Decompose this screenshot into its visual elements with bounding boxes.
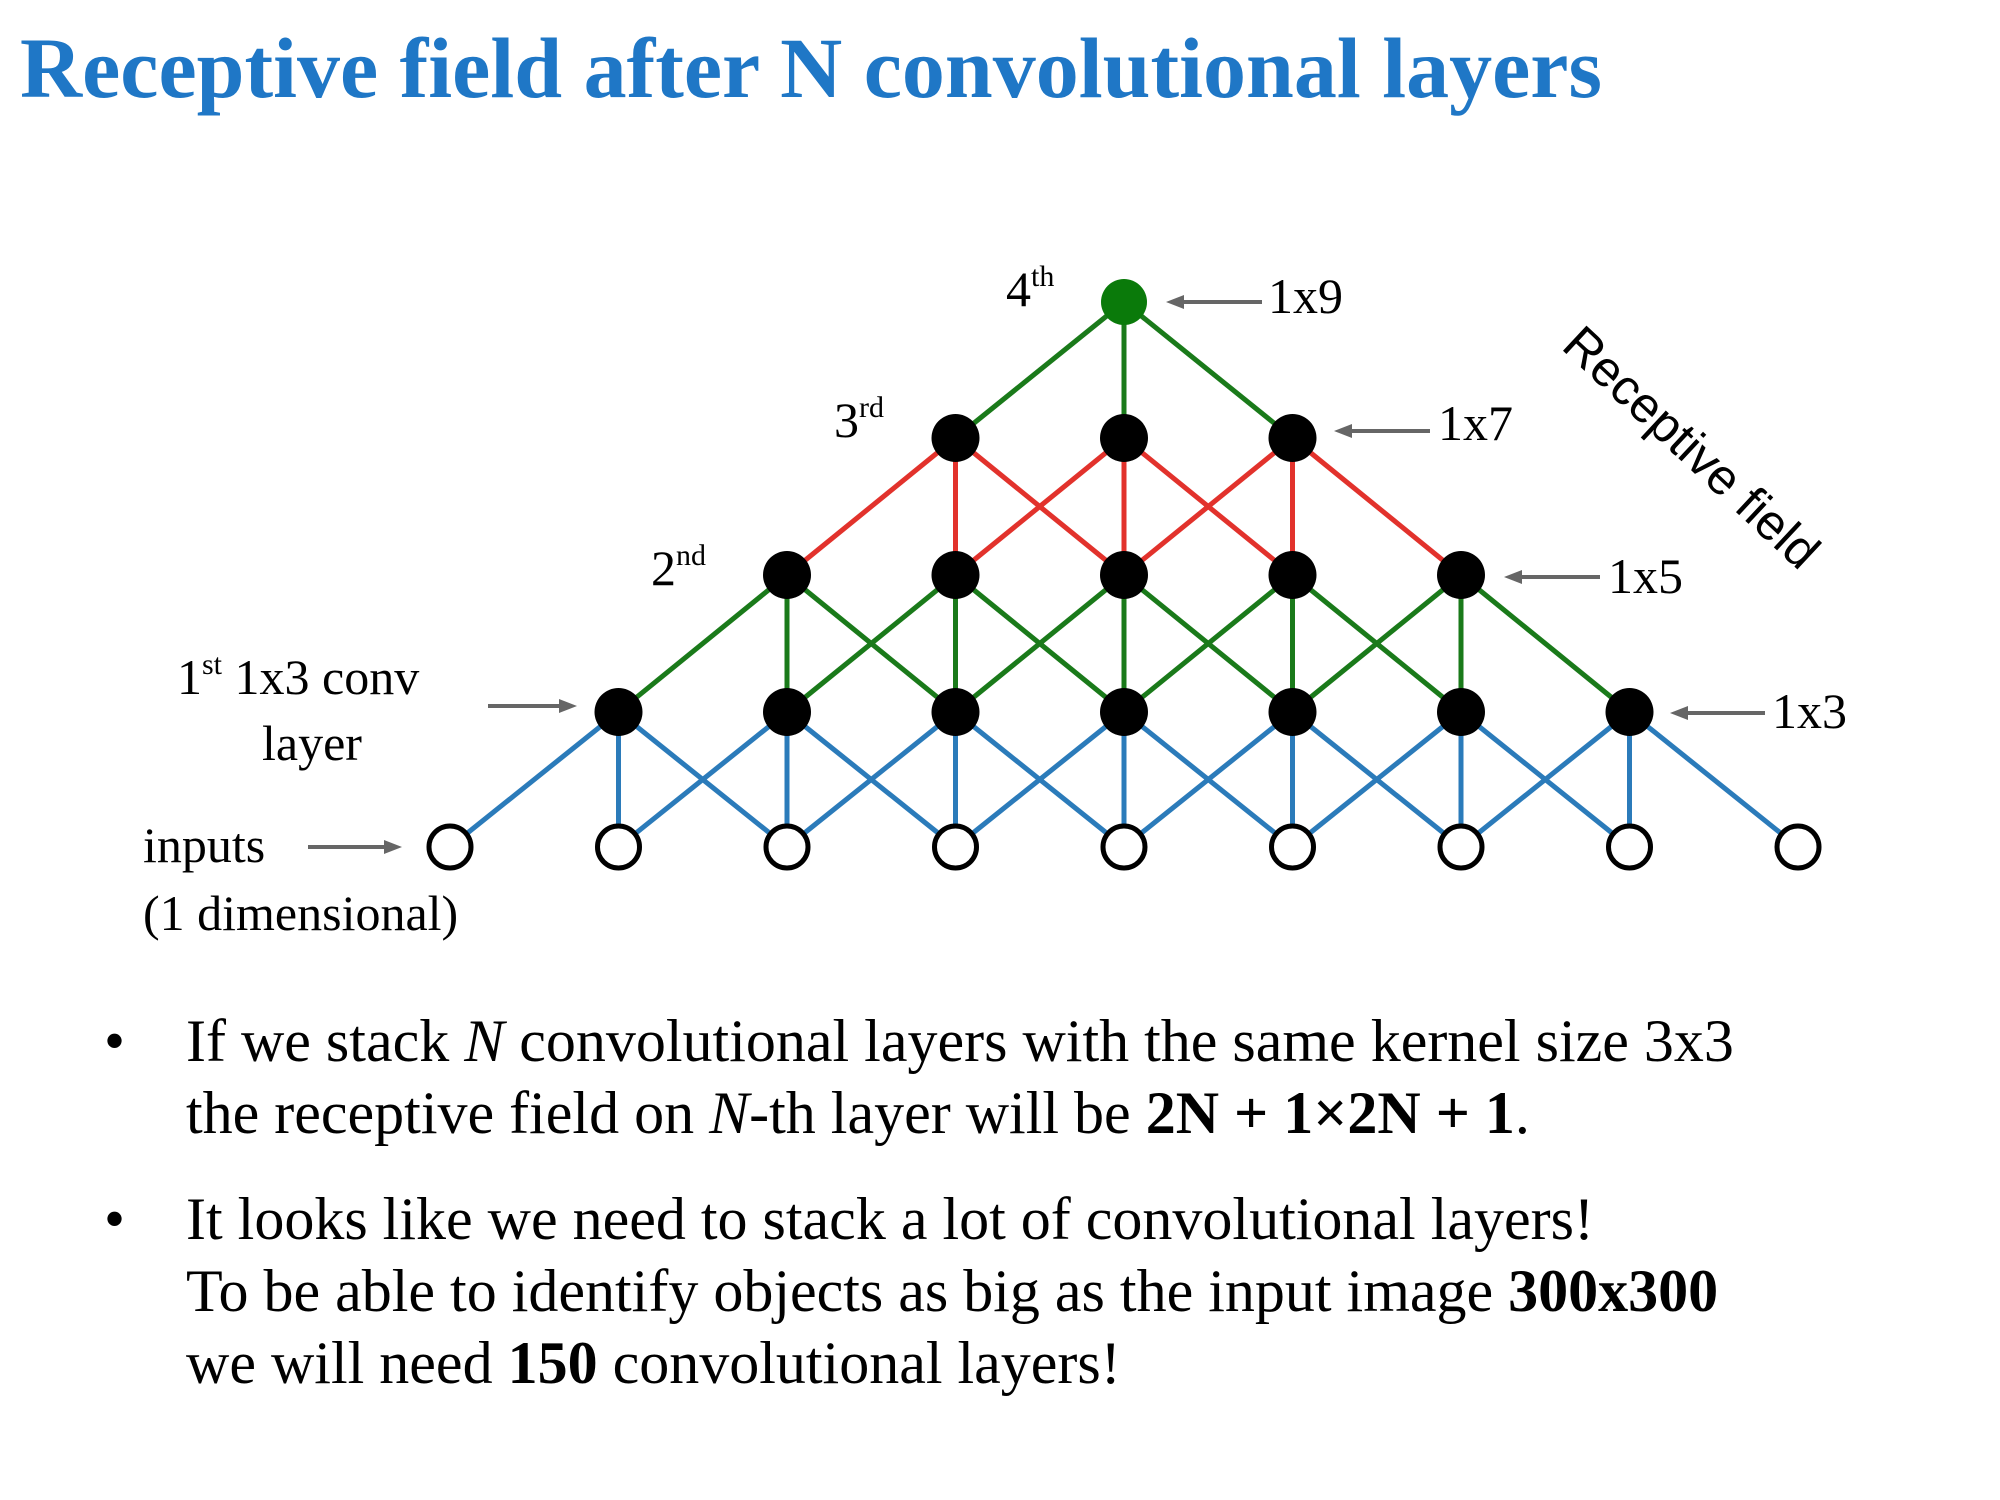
edge-layer2 — [953, 573, 1126, 714]
input-node — [1606, 823, 1653, 871]
edge-layer1 — [448, 710, 621, 849]
bullet-item: It looks like we need to stack a lot of … — [100, 1183, 1980, 1399]
input-node — [1269, 823, 1316, 871]
edge-layer2 — [616, 573, 789, 714]
layer2-node — [1268, 551, 1317, 599]
bullet-line: To be able to identify objects as big as… — [186, 1258, 1719, 1324]
size-arrow-1x5-head — [1504, 570, 1522, 584]
input-node — [426, 823, 474, 871]
inputs-arrow-head — [384, 840, 402, 854]
bullet-list: If we stack N convolutional layers with … — [100, 1005, 1980, 1433]
size-label-1x5: 1x5 — [1608, 548, 1683, 604]
edge-layer1 — [953, 710, 1126, 849]
receptive-field-formula: 2N + 1×2N + 1 — [1145, 1080, 1515, 1146]
bullet-line: we will need 150 convolutional layers! — [186, 1330, 1121, 1396]
layer2-node — [1437, 551, 1485, 599]
layer3-node — [1268, 414, 1317, 462]
layer4-label: 4th — [1006, 260, 1054, 317]
edge-layer3 — [1122, 436, 1295, 577]
layer1-node — [1268, 688, 1317, 736]
layer3-label: 3rd — [834, 391, 884, 448]
edge-layer1 — [1627, 710, 1800, 849]
bullet-item: If we stack N convolutional layers with … — [100, 1005, 1980, 1149]
edge-layer1 — [1459, 710, 1632, 849]
size-arrow-1x3-head — [1670, 706, 1688, 720]
edge-layer2 — [785, 573, 958, 714]
size-label-1x3: 1x3 — [1772, 683, 1847, 739]
size-label-1x9: 1x9 — [1268, 268, 1343, 324]
layer1-label: 1st 1x3 conv — [177, 648, 419, 705]
edge-layer3 — [1290, 436, 1463, 577]
layer2-node — [931, 551, 980, 599]
receptive-field-diagram: inputs (1 dimensional) 1st 1x3 conv laye… — [143, 260, 1847, 941]
edge-layer2 — [1290, 573, 1463, 714]
inputs-dimension-label: (1 dimensional) — [143, 885, 458, 941]
layer3-node — [931, 414, 980, 462]
bullet-line: It looks like we need to stack a lot of … — [186, 1186, 1594, 1252]
size-arrow-1x7-head — [1334, 424, 1352, 438]
layer1-node — [1437, 688, 1485, 736]
output-node — [1101, 279, 1147, 325]
network-nodes — [426, 279, 1822, 871]
size-arrow-1x9-head — [1166, 295, 1184, 309]
edge-layer1 — [785, 710, 958, 849]
input-node — [1774, 823, 1822, 871]
input-node — [1437, 823, 1485, 871]
slide-title: Receptive field after N convolutional la… — [20, 20, 1602, 116]
layer1-node — [594, 688, 643, 736]
input-node — [763, 823, 811, 871]
layer1-arrow-head — [559, 699, 577, 713]
layer2-node — [1100, 551, 1148, 599]
edge-layer1 — [1122, 710, 1295, 849]
edge-layer4 — [953, 300, 1126, 440]
receptive-field-label: Receptive field — [1552, 315, 1830, 580]
input-node — [932, 823, 979, 871]
layer2-label: 2nd — [651, 539, 706, 596]
edge-layer1 — [616, 710, 789, 849]
edge-layer4 — [1122, 300, 1295, 440]
edge-layer2 — [1459, 573, 1632, 714]
edge-layer3 — [953, 436, 1126, 577]
edge-layer2 — [1122, 573, 1295, 714]
layer1-label-line2: layer — [262, 715, 362, 771]
layer1-node — [931, 688, 980, 736]
bullet-line: the receptive field on N-th layer will b… — [186, 1080, 1530, 1146]
input-node — [1100, 823, 1148, 871]
input-node — [595, 823, 642, 871]
bullet-line: If we stack N convolutional layers with … — [186, 1008, 1734, 1074]
layer3-node — [1100, 414, 1148, 462]
layer1-node — [763, 688, 811, 736]
layer1-node — [1100, 688, 1148, 736]
layer1-node — [1605, 688, 1654, 736]
size-label-1x7: 1x7 — [1438, 395, 1513, 451]
edge-layer3 — [785, 436, 958, 577]
inputs-label: inputs — [143, 817, 265, 873]
layer2-node — [763, 551, 811, 599]
label-arrows — [308, 295, 1765, 854]
edge-layer1 — [1290, 710, 1463, 849]
